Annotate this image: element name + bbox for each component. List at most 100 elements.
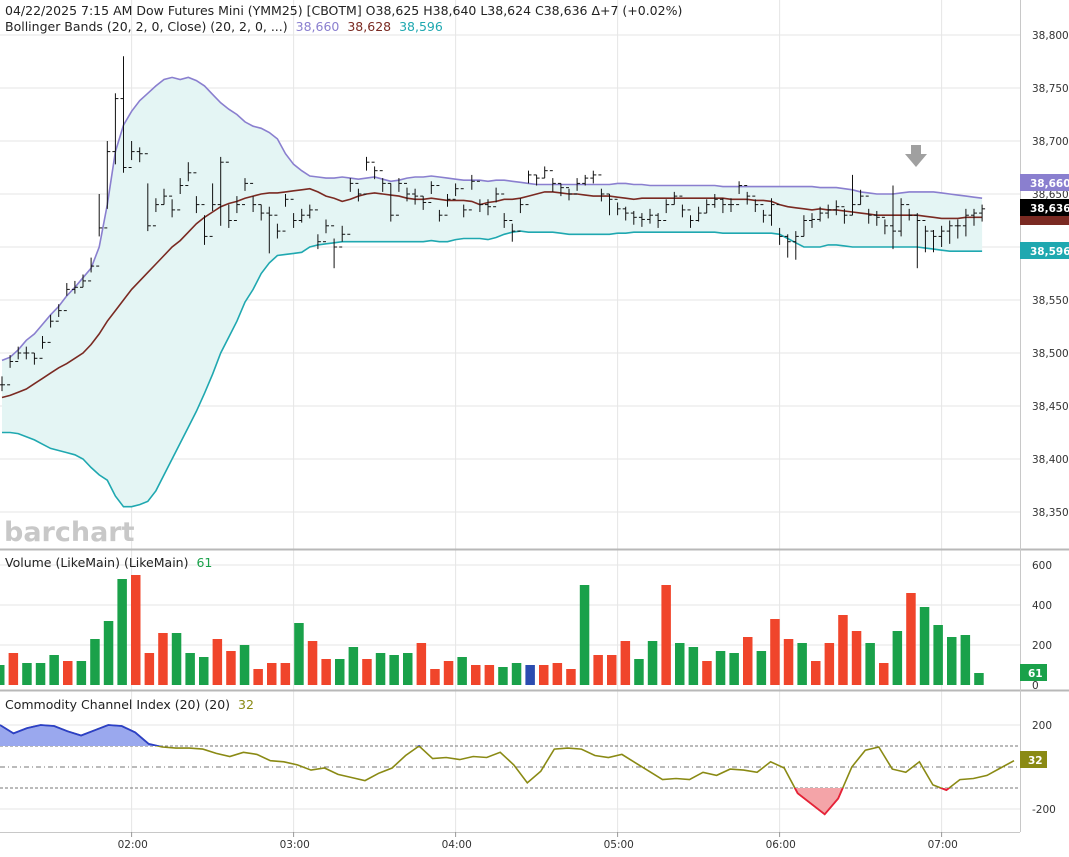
ohlc-bar <box>857 189 864 206</box>
volume-bar <box>539 665 549 685</box>
volume-bar <box>362 659 372 685</box>
volume-bar <box>416 643 427 685</box>
ohlc-bar <box>185 162 192 187</box>
ohlc-bar <box>898 198 905 237</box>
bb-lower-line <box>2 230 983 508</box>
cci-line <box>0 724 1015 816</box>
bb-legend: Bollinger Bands (20, 2, 0, Close) (20, 2… <box>5 19 443 34</box>
ohlc-bar <box>663 199 670 221</box>
ohlc-bar <box>800 215 807 237</box>
ohlc-bar <box>395 178 402 216</box>
ohlc-bar <box>23 346 30 360</box>
volume-bar <box>933 625 943 685</box>
ohlc-bar <box>566 187 572 201</box>
ohlc-bar <box>938 225 945 247</box>
volume-tick-label: 600 <box>1032 560 1052 572</box>
ohlc-bar <box>209 183 216 237</box>
ohlc-bar <box>736 181 743 206</box>
ohlc-bar <box>638 213 645 227</box>
price-tick-label: 38,800 <box>1032 30 1069 42</box>
ohlc-bar <box>817 206 824 222</box>
volume-legend: Volume (LikeMain) (LikeMain) 61 <box>5 555 212 570</box>
volume-value-tag: 61 <box>1020 664 1047 681</box>
ohlc-bar <box>533 174 540 186</box>
ohlc-bar <box>962 208 969 237</box>
close-price-tag-text: 38,636 <box>1030 203 1069 215</box>
cci-tick-label: -200 <box>1032 804 1056 816</box>
ohlc-bar <box>55 304 62 322</box>
volume-bar <box>811 661 821 685</box>
time-tick-label: 07:00 <box>928 839 958 851</box>
volume-bar <box>797 643 807 685</box>
volume-bar <box>471 665 481 685</box>
volume-bar <box>144 653 155 685</box>
volume-bar <box>131 575 141 685</box>
volume-bar <box>647 641 658 685</box>
volume-bar <box>906 593 916 685</box>
time-tick-label: 04:00 <box>442 839 472 851</box>
volume-bar <box>770 619 780 685</box>
ohlc-bar <box>719 198 726 214</box>
volume-bar <box>212 639 223 685</box>
bb-middle-value: 38,628 <box>347 19 391 34</box>
cci-overbought-fill <box>0 725 1014 746</box>
ohlc-bar <box>258 204 265 221</box>
volume-bar <box>35 663 46 685</box>
volume-tick-label: 200 <box>1032 640 1052 652</box>
volume-bar <box>22 663 32 685</box>
ohlc-bar <box>768 198 775 226</box>
volume-bar <box>158 633 168 685</box>
ohlc-bar <box>47 314 54 343</box>
bb-upper-value: 38,660 <box>296 19 340 34</box>
price-tick-label: 38,650 <box>1032 189 1069 201</box>
ohlc-bar <box>39 336 46 359</box>
volume-bars <box>0 575 984 685</box>
volume-bar <box>675 643 685 685</box>
ohlc-bar <box>630 210 637 225</box>
ohlc-bar <box>290 198 297 228</box>
ohlc-bar <box>606 193 613 216</box>
ohlc-bar <box>225 161 232 228</box>
ohlc-bar <box>323 219 329 243</box>
ohlc-bar <box>881 216 888 235</box>
ohlc-bar <box>314 209 321 250</box>
volume-bar <box>892 631 903 685</box>
ohlc-bar <box>428 181 435 203</box>
ohlc-bar <box>744 185 751 205</box>
ohlc-bar <box>96 194 103 267</box>
cci-legend-label: Commodity Channel Index (20) (20) <box>5 697 230 712</box>
lower-band-tag-text: 38,596 <box>1030 246 1069 258</box>
volume-bar <box>919 607 930 685</box>
ohlc-bar <box>485 199 491 216</box>
cci-value-tag: 32 <box>1020 751 1047 768</box>
ohlc-bar <box>501 193 508 228</box>
ohlc-bar <box>387 182 394 222</box>
ohlc-bar <box>509 220 516 242</box>
bollinger-bands <box>1 76 983 508</box>
upper-band-tag: 38,660 <box>1020 174 1069 191</box>
volume-bar <box>185 653 195 685</box>
ohlc-bar <box>468 174 475 211</box>
ohlc-bar <box>557 182 564 197</box>
ohlc-bar <box>841 206 848 224</box>
volume-bar <box>688 647 699 685</box>
ohlc-bar <box>363 156 370 195</box>
ohlc-bar <box>250 182 257 213</box>
volume-bar <box>729 653 739 685</box>
ohlc-bar <box>614 198 621 216</box>
ohlc-bar <box>15 346 22 362</box>
ohlc-bar <box>31 352 38 365</box>
ohlc-bar <box>776 204 783 245</box>
volume-bar <box>117 579 127 685</box>
volume-legend-label: Volume (LikeMain) (LikeMain) <box>5 555 188 570</box>
ohlc-bar <box>136 147 143 163</box>
volume-bar <box>253 669 263 685</box>
price-tick-label: 38,450 <box>1032 401 1069 413</box>
time-tick-label: 02:00 <box>118 839 148 851</box>
cci-tick-label: 200 <box>1032 720 1052 732</box>
volume-bar <box>63 661 73 685</box>
ohlc-bar <box>582 174 589 186</box>
ohlc-bar <box>979 204 986 222</box>
volume-bar <box>566 669 576 685</box>
ohlc-bar <box>833 200 840 216</box>
